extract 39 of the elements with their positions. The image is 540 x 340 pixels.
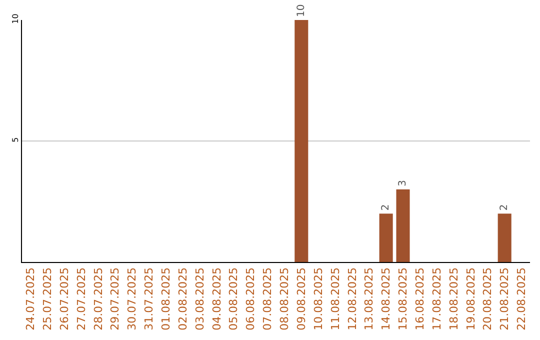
data-label: 3 bbox=[398, 180, 408, 186]
x-tick-label: 04.08.2025 bbox=[210, 267, 224, 330]
x-tick-label: 12.08.2025 bbox=[346, 267, 359, 330]
x-tick-label: 16.08.2025 bbox=[414, 267, 427, 330]
x-tick-label: 29.07.2025 bbox=[108, 267, 122, 330]
x-tick-label: 25.07.2025 bbox=[40, 267, 54, 330]
x-tick-label: 10.08.2025 bbox=[312, 267, 325, 330]
data-label: 2 bbox=[499, 204, 510, 211]
x-tick-label: 13.08.2025 bbox=[362, 267, 376, 330]
x-tick-label: 11.08.2025 bbox=[328, 267, 342, 330]
x-tick-label: 18.08.2025 bbox=[447, 267, 460, 330]
bar bbox=[294, 20, 308, 262]
x-tick-label: 14.08.2025 bbox=[380, 267, 393, 330]
data-label: 2 bbox=[380, 204, 392, 211]
x-tick-label: 31.07.2025 bbox=[142, 267, 156, 330]
x-tick-label: 22.08.2025 bbox=[515, 267, 528, 330]
bar bbox=[498, 214, 512, 262]
x-tick-label: 09.08.2025 bbox=[294, 267, 308, 330]
x-tick-label: 28.07.2025 bbox=[92, 267, 105, 330]
x-tick-label: 17.08.2025 bbox=[430, 267, 444, 330]
x-tick-label: 19.08.2025 bbox=[464, 267, 478, 330]
x-tick-label: 30.07.2025 bbox=[126, 267, 139, 330]
x-tick-label: 06.08.2025 bbox=[244, 267, 258, 330]
bar bbox=[379, 214, 393, 262]
x-tick-label: 26.07.2025 bbox=[58, 267, 71, 330]
x-tick-label: 02.08.2025 bbox=[176, 267, 190, 330]
x-tick-label: 21.08.2025 bbox=[498, 267, 512, 330]
x-tick-label: 05.08.2025 bbox=[227, 267, 240, 330]
x-tick-label: 07.08.2025 bbox=[261, 267, 274, 330]
data-label: 10 bbox=[296, 4, 307, 17]
bar bbox=[396, 189, 410, 262]
x-tick-label: 27.07.2025 bbox=[74, 267, 88, 330]
x-tick-label: 24.07.2025 bbox=[24, 267, 38, 330]
x-tick-label: 03.08.2025 bbox=[193, 267, 206, 330]
x-tick-label: 15.08.2025 bbox=[396, 267, 410, 330]
x-tick-label: 01.08.2025 bbox=[160, 267, 173, 330]
x-tick-label: 08.08.2025 bbox=[278, 267, 292, 330]
y-tick-label: 5 bbox=[10, 137, 20, 142]
x-tick-label: 20.08.2025 bbox=[481, 267, 494, 330]
